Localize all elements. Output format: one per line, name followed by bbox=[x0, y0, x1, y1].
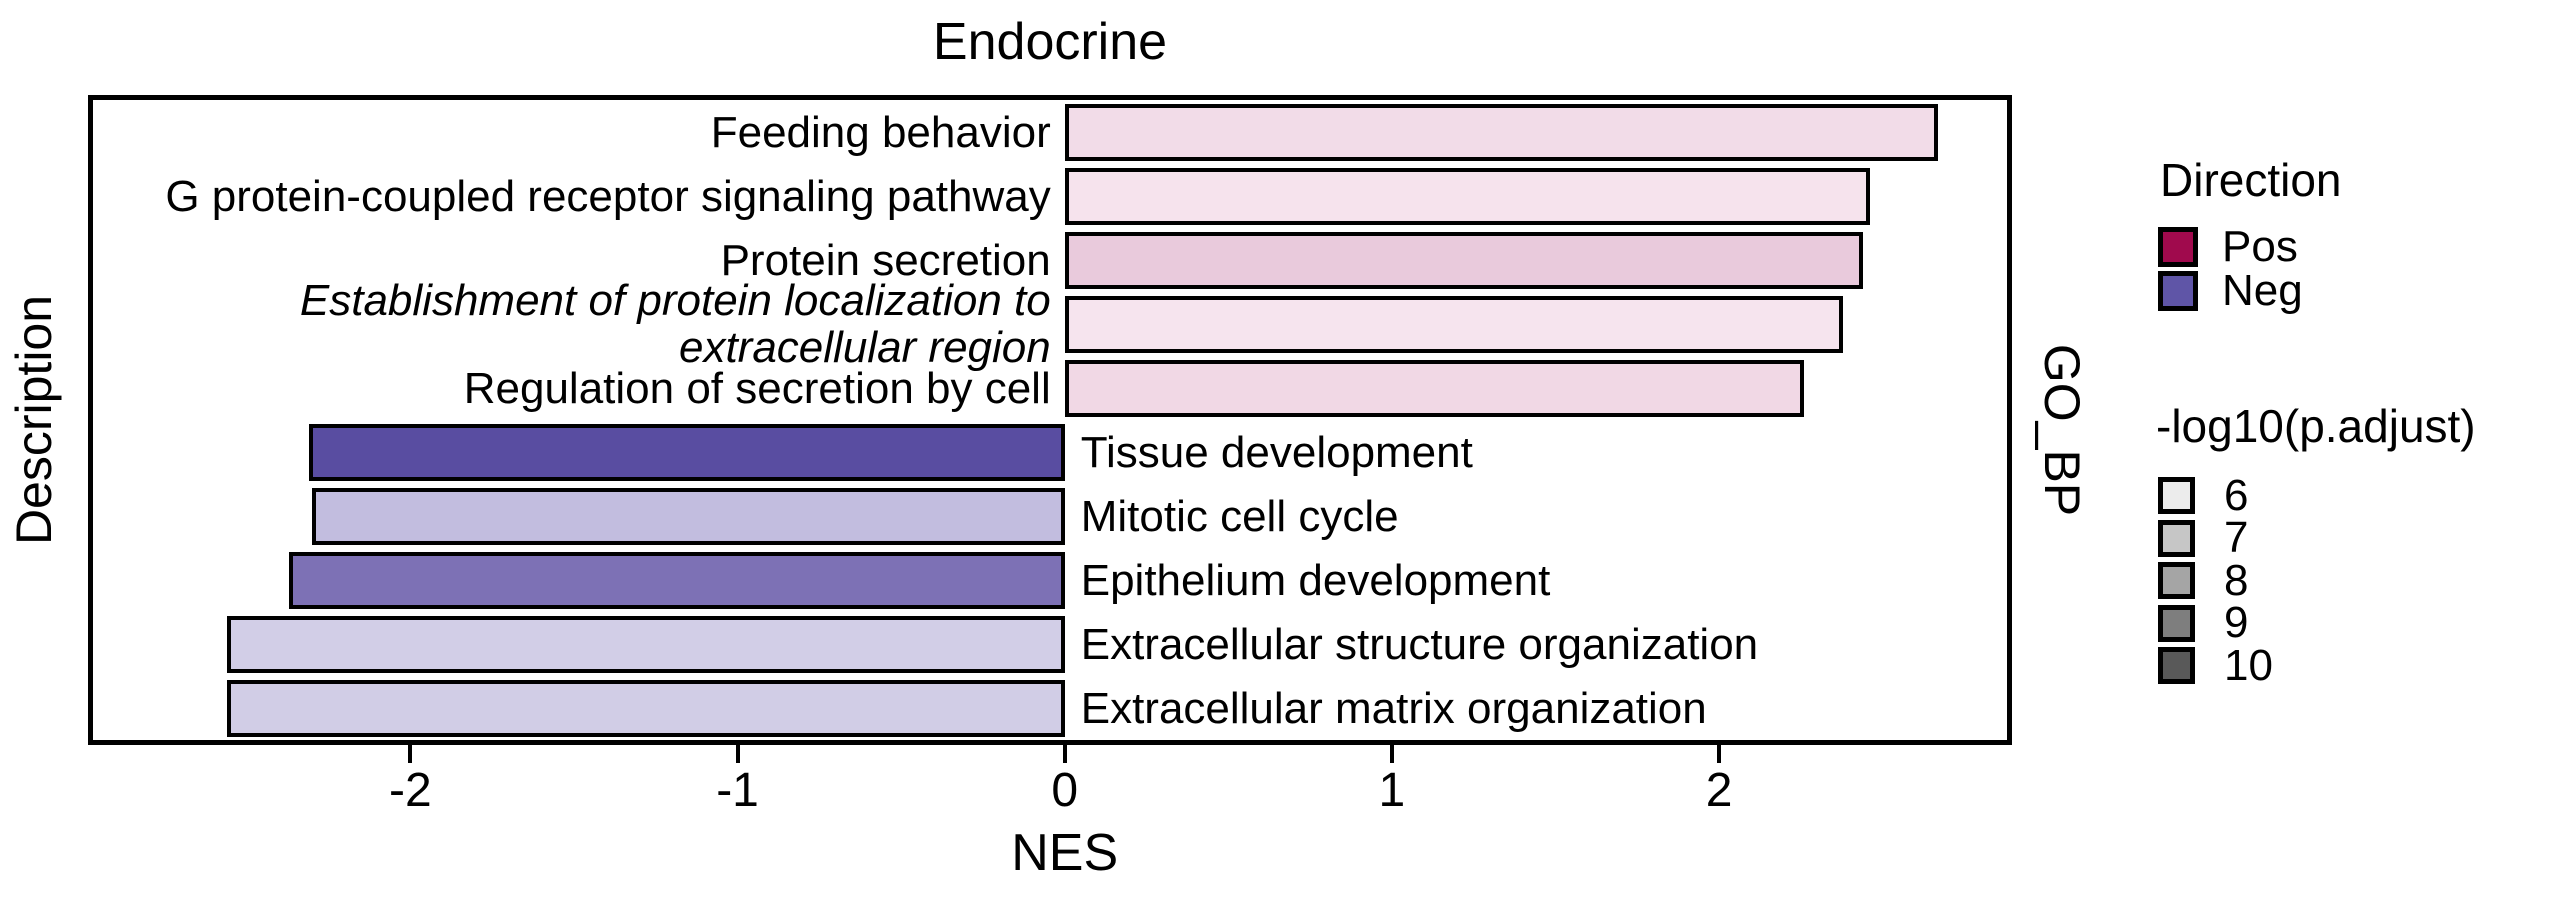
plot-panel: Feeding behavior G protein-coupled recept… bbox=[88, 95, 2012, 745]
bar-regulation-of-secretion-by-cell bbox=[1064, 359, 1805, 417]
x-axis-tick bbox=[1717, 745, 1722, 763]
legend-swatch-10 bbox=[2158, 647, 2195, 684]
bar-protein-secretion bbox=[1064, 231, 1864, 289]
bar-extracellular-structure-organization bbox=[227, 615, 1065, 673]
x-axis-tick-label: -1 bbox=[716, 764, 759, 817]
x-axis-tick-label: 2 bbox=[1705, 764, 1733, 817]
bar-mitotic-cell-cycle bbox=[312, 487, 1065, 545]
facet-strip-label-go-bp: GO_BP bbox=[2034, 343, 2090, 517]
x-axis-tick bbox=[1389, 745, 1394, 763]
bar-extracellular-matrix-organization bbox=[227, 679, 1065, 737]
y-axis-title-description: Description bbox=[6, 294, 62, 546]
legend-significance-title: -log10(p.adjust) bbox=[2156, 400, 2476, 452]
x-axis-tick bbox=[735, 745, 740, 763]
legend-direction-title: Direction bbox=[2160, 154, 2342, 206]
bar-establishment-of-protein-localization-to-extracellular-region bbox=[1064, 295, 1844, 353]
bar-label: Feeding behavior bbox=[710, 108, 1051, 157]
bar-label: Regulation of secretion by cell bbox=[463, 364, 1051, 413]
legend-label-pos: Pos bbox=[2222, 222, 2298, 271]
legend-swatch-7 bbox=[2158, 519, 2195, 557]
bar-label: Epithelium development bbox=[1080, 556, 1551, 605]
bar-label: Protein secretion bbox=[720, 236, 1051, 285]
legend-label-6: 6 bbox=[2224, 470, 2249, 520]
bar-feeding-behavior bbox=[1064, 103, 1939, 161]
bar-label: Mitotic cell cycle bbox=[1080, 492, 1399, 541]
legend-label-7: 7 bbox=[2224, 513, 2249, 562]
legend-label-10: 10 bbox=[2224, 640, 2273, 690]
x-axis-tick bbox=[1062, 745, 1067, 763]
chart-title: Endocrine bbox=[932, 13, 1168, 71]
legend-swatch-neg bbox=[2158, 271, 2198, 311]
bar-label: Establishment of protein localization to… bbox=[299, 276, 1051, 372]
bar-tissue-development bbox=[308, 423, 1065, 481]
x-axis-tick-label: 1 bbox=[1378, 764, 1406, 817]
bar-label: Extracellular structure organization bbox=[1080, 620, 1759, 669]
legend-label-9: 9 bbox=[2224, 598, 2249, 647]
x-axis-tick-label: 0 bbox=[1051, 764, 1079, 817]
legend-swatch-6 bbox=[2158, 477, 2195, 514]
bar-label: Tissue development bbox=[1080, 428, 1473, 477]
x-axis-title: NES bbox=[1011, 824, 1119, 882]
x-axis-tick-label: -2 bbox=[389, 764, 432, 817]
bar-epithelium-development bbox=[289, 551, 1065, 609]
bar-label: G protein-coupled receptor signaling pat… bbox=[165, 172, 1051, 221]
x-axis-tick bbox=[408, 745, 413, 763]
bar-label: Extracellular matrix organization bbox=[1080, 684, 1707, 733]
legend-swatch-8 bbox=[2158, 562, 2195, 599]
legend-label-8: 8 bbox=[2224, 555, 2249, 605]
legend-swatch-pos bbox=[2158, 227, 2198, 267]
legend-swatch-9 bbox=[2158, 604, 2195, 642]
legend-label-neg: Neg bbox=[2222, 266, 2303, 315]
bar-g-protein-coupled-receptor-signaling-pathway bbox=[1064, 167, 1870, 225]
